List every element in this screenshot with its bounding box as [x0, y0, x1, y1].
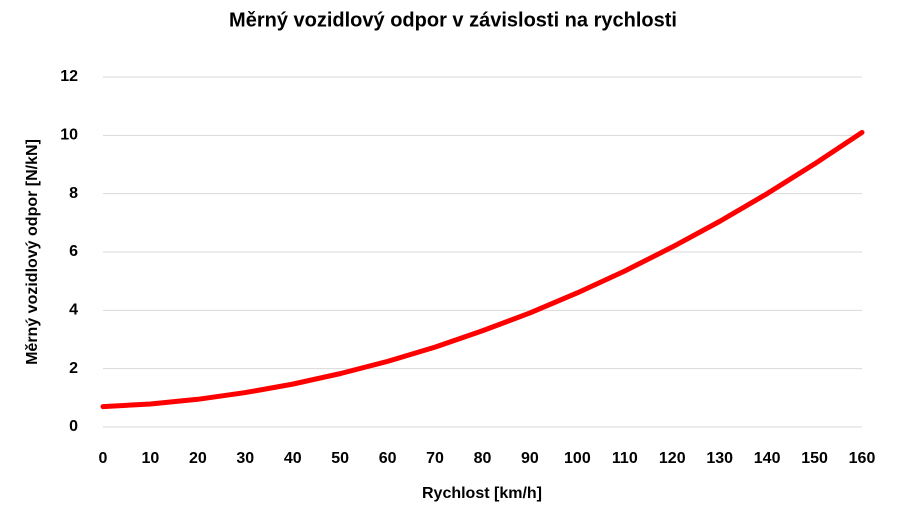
- x-tick-label: 80: [474, 450, 492, 467]
- x-tick-label: 150: [801, 450, 828, 467]
- x-tick-label: 70: [426, 450, 444, 467]
- x-tick-label: 110: [612, 450, 638, 467]
- x-tick-label: 20: [189, 450, 207, 467]
- x-tick-label: 90: [521, 450, 539, 467]
- y-axis-label: Měrný vozidlový odpor [N/kN]: [24, 139, 41, 365]
- x-tick-label: 140: [754, 450, 781, 467]
- data-line: [100, 129, 865, 410]
- y-tick-label: 0: [69, 418, 78, 435]
- y-tick-label: 2: [69, 360, 78, 377]
- x-tick-label: 50: [331, 450, 349, 467]
- x-tick-label: 30: [236, 450, 254, 467]
- y-tick-label: 8: [69, 185, 78, 202]
- x-tick-label: 10: [142, 450, 160, 467]
- x-tick-label: 120: [659, 450, 686, 467]
- y-tick-label: 12: [60, 68, 78, 85]
- chart-title: Měrný vozidlový odpor v závislosti na ry…: [229, 9, 677, 31]
- x-tick-label: 160: [849, 450, 876, 467]
- x-tick-label: 130: [706, 450, 733, 467]
- y-tick-label: 6: [69, 243, 78, 260]
- x-axis-label: Rychlost [km/h]: [422, 485, 542, 502]
- x-tick-label: 0: [99, 450, 108, 467]
- x-tick-label: 60: [379, 450, 397, 467]
- x-tick-label: 100: [564, 450, 591, 467]
- x-tick-label: 40: [284, 450, 302, 467]
- y-tick-label: 4: [69, 302, 78, 319]
- y-tick-label: 10: [60, 127, 78, 144]
